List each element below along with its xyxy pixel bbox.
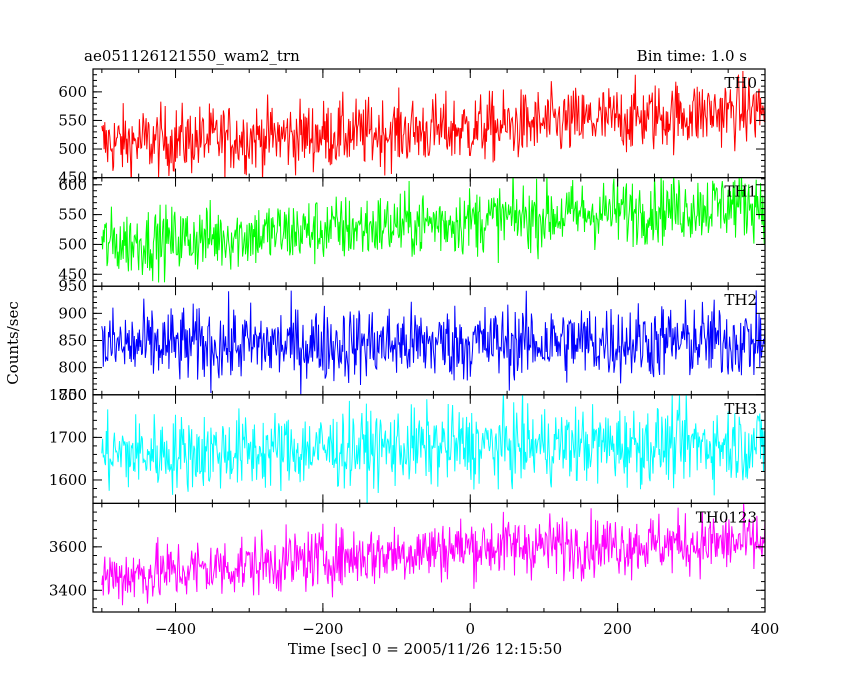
y-tick-label: 600 [58, 83, 87, 101]
series-label-th0123: TH0123 [696, 508, 757, 526]
panel-th0123: 3400 3600 TH0123 [49, 502, 766, 613]
y-tick-label: 850 [58, 332, 87, 350]
series-line-th0123 [101, 503, 765, 606]
series-line-th0 [101, 70, 765, 178]
panel-th3: 1600 1700 1800 TH3 [49, 386, 766, 504]
y-tick-label: 450 [58, 265, 87, 283]
panel-frame [92, 502, 766, 613]
series-label-th0: TH0 [724, 74, 757, 92]
y-axis-label: Counts/sec [4, 301, 22, 385]
y-tick-label: 3400 [49, 581, 87, 599]
y-tick-label: 1800 [49, 386, 87, 404]
panel-th2: 750 800 850 900 950 TH2 [58, 277, 766, 404]
y-tick-label: 500 [58, 235, 87, 253]
series-line-th3 [101, 394, 765, 504]
y-tick-label: 550 [58, 111, 87, 129]
x-tick-label: −400 [155, 620, 196, 638]
series-label-th1: TH1 [724, 183, 757, 201]
y-tick-label: 750 [58, 386, 87, 404]
y-tick-label: 1600 [49, 471, 87, 489]
panels: 450 500 550 600 TH0 450 500 550 600 TH1 750 800 850 9… [49, 68, 780, 638]
y-tick-label: 500 [58, 140, 87, 158]
x-axis-label: Time [sec] 0 = 2005/11/26 12:15:50 [288, 640, 562, 658]
y-tick-label: 900 [58, 304, 87, 322]
series-label-th2: TH2 [724, 291, 757, 309]
series-label-th3: TH3 [724, 400, 757, 418]
x-tick-label: 200 [603, 620, 632, 638]
panel-th0: 450 500 550 600 TH0 [58, 68, 766, 187]
y-tick-label: 800 [58, 359, 87, 377]
y-tick-label: 950 [58, 277, 87, 295]
y-tick-label: 550 [58, 206, 87, 224]
x-tick-label: 400 [751, 620, 780, 638]
panel-th1: 450 500 550 600 TH1 [58, 176, 766, 287]
y-tick-label: 1700 [49, 428, 87, 446]
x-tick-label: 0 [465, 620, 475, 638]
y-tick-label: 600 [58, 176, 87, 194]
x-tick-label: −200 [302, 620, 343, 638]
bin-time-label: Bin time: 1.0 s [637, 47, 747, 65]
y-tick-label: 450 [58, 169, 87, 187]
series-line-th1 [101, 177, 765, 283]
chart-title: ae051126121550_wam2_trn [84, 47, 300, 65]
y-tick-label: 3600 [49, 538, 87, 556]
series-line-th2 [101, 290, 765, 395]
